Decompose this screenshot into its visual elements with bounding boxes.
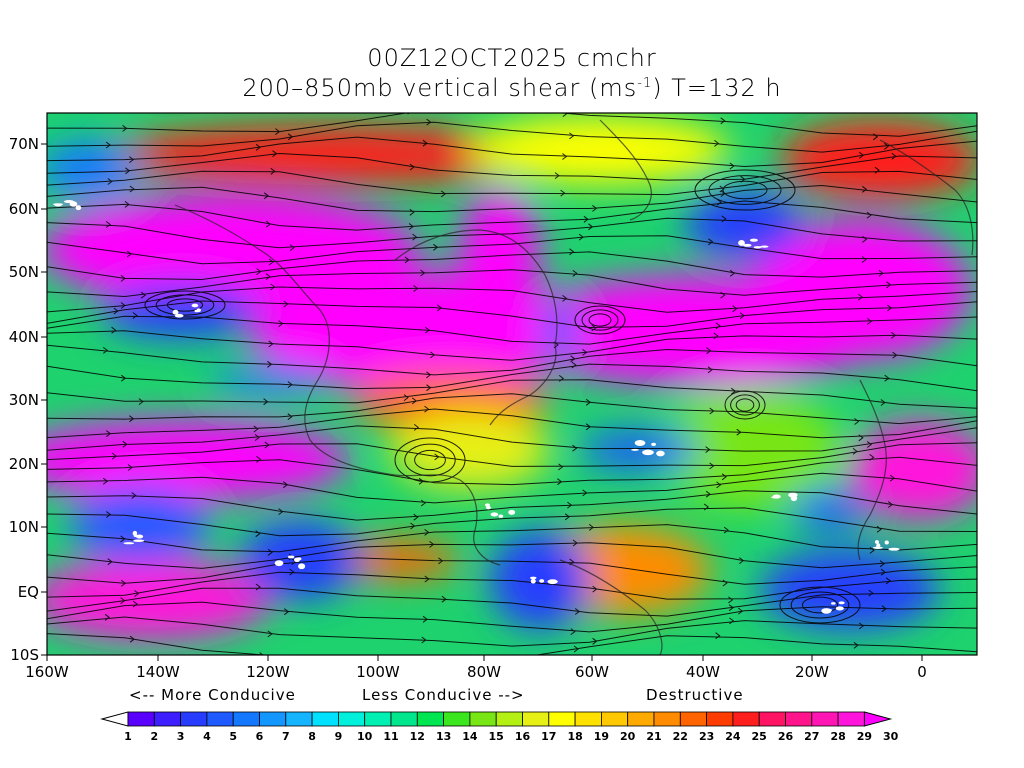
lat-tick-label: 70N	[9, 135, 39, 153]
colorbar-swatch	[679, 711, 707, 727]
colorbar-swatch	[259, 711, 287, 727]
colorbar-swatch	[180, 711, 208, 727]
lon-tick-label: 140W	[136, 663, 180, 681]
latitude-axis: 70N 60N 50N 40N 30N 20N 10N EQ 10S	[9, 135, 47, 664]
colorbar-swatch	[837, 711, 865, 727]
colorbar-swatch	[574, 711, 602, 727]
colorbar-label: 23	[699, 730, 714, 743]
colorbar-label: 12	[410, 730, 425, 743]
map-title: 00Z12OCT2025 cmchr	[367, 44, 657, 72]
lon-tick-label: 20W	[795, 663, 829, 681]
lon-tick-label: 120W	[246, 663, 290, 681]
colorbar-swatch	[653, 711, 681, 727]
colorbar-label: 24	[725, 730, 741, 743]
lat-tick-label: 30N	[9, 391, 39, 409]
lon-tick-label: 60W	[575, 663, 609, 681]
colorbar-label: 18	[567, 730, 582, 743]
color-scale-labels: 1 2 3 4 5 6 7 8 9 10 11 12 13 14 15 16 17 18 19 20 21 22 23 24 2…	[124, 730, 899, 743]
colorbar-label: 4	[203, 730, 211, 743]
color-scale-bar	[100, 711, 893, 727]
colorbar-label: 30	[883, 730, 899, 743]
colorbar-label: 10	[357, 730, 373, 743]
colorbar-swatch	[232, 711, 260, 727]
colorbar-label: 25	[752, 730, 767, 743]
colorbar-label: 26	[778, 730, 794, 743]
colorbar-swatch	[522, 711, 550, 727]
colorbar-swatch	[758, 711, 786, 727]
lat-tick-label: 60N	[9, 200, 39, 218]
colorbar-label: 21	[646, 730, 661, 743]
colorbar-label: 27	[804, 730, 819, 743]
lat-tick-label: 10N	[9, 518, 39, 536]
colorbar-swatch	[364, 711, 392, 727]
colorbar-swatch	[206, 711, 234, 727]
colorbar-swatch	[127, 711, 155, 727]
map-subtitle: 200–850mb vertical shear (ms-1) T=132 h	[242, 74, 782, 102]
colorbar-label: 8	[308, 730, 316, 743]
lat-tick-label: 20N	[9, 455, 39, 473]
colorbar-swatch	[311, 711, 339, 727]
colorbar-swatch	[732, 711, 760, 727]
colorbar-label: 1	[124, 730, 132, 743]
colorbar-label: 17	[541, 730, 556, 743]
colorbar-label: 13	[436, 730, 451, 743]
shear-field	[47, 113, 977, 655]
lat-tick-label: 50N	[9, 263, 39, 281]
colorbar-swatch	[548, 711, 576, 727]
lat-tick-label: 40N	[9, 328, 39, 346]
lon-tick-label: 0	[917, 663, 927, 681]
map-frame	[46, 112, 978, 656]
longitude-axis: 160W 140W 120W 100W 80W 60W 40W 20W 0	[25, 655, 927, 681]
colorbar-label: 11	[383, 730, 398, 743]
caption-more-conducive: <-- More Conducive	[129, 686, 296, 704]
colorbar-swatch	[337, 711, 366, 727]
colorbar-label: 14	[462, 730, 478, 743]
colorbar-label: 3	[177, 730, 185, 743]
colorbar-max-arrow	[863, 711, 893, 727]
colorbar-swatch	[811, 711, 839, 727]
colorbar-label: 15	[489, 730, 504, 743]
lat-tick-label: EQ	[18, 583, 39, 601]
lat-tick-label: 10S	[10, 646, 39, 664]
colorbar-label: 20	[620, 730, 636, 743]
colorbar-label: 9	[335, 730, 343, 743]
colorbar-swatch	[285, 711, 313, 727]
lon-tick-label: 40W	[686, 663, 720, 681]
colorbar-label: 19	[594, 730, 609, 743]
colorbar-label: 28	[830, 730, 845, 743]
colorbar-swatch	[627, 711, 655, 727]
colorbar-swatch	[469, 711, 497, 727]
colorbar-swatch	[153, 711, 182, 727]
lon-tick-label: 160W	[25, 663, 69, 681]
colorbar-swatch	[706, 711, 734, 727]
colorbar-label: 29	[857, 730, 872, 743]
colorbar-swatch	[785, 711, 813, 727]
colorbar-label: 6	[256, 730, 264, 743]
caption-less-conducive: Less Conducive -->	[362, 686, 525, 704]
caption-destructive: Destructive	[646, 686, 744, 704]
colorbar-label: 7	[282, 730, 290, 743]
lon-tick-label: 80W	[467, 663, 501, 681]
colorbar-label: 22	[673, 730, 688, 743]
colorbar-swatch	[495, 711, 523, 727]
colorbar-min-arrow	[100, 711, 129, 727]
lon-tick-label: 100W	[356, 663, 400, 681]
colorbar-swatch	[390, 711, 418, 727]
colorbar-label: 16	[515, 730, 531, 743]
colorbar-label: 2	[150, 730, 158, 743]
colorbar-swatch	[601, 711, 629, 727]
colorbar-swatch	[443, 711, 471, 727]
colorbar-label: 5	[229, 730, 237, 743]
colorbar-swatch	[416, 711, 444, 727]
